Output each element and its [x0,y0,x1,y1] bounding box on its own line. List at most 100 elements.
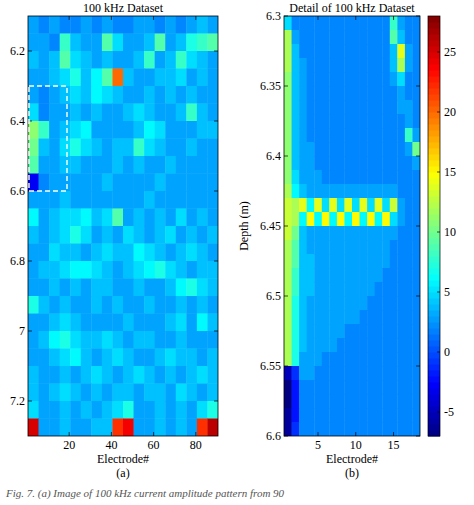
heat-cell [405,282,413,296]
colorbar-step [428,346,440,353]
heat-cell [134,156,145,174]
heat-cell [197,139,208,157]
heat-cell [292,128,300,142]
panel-label: (a) [116,466,129,480]
heat-cell [299,44,307,58]
heat-cell [405,114,413,128]
heat-cell [412,184,420,198]
heat-cell [144,34,155,52]
x-tick-label: 20 [63,438,75,452]
heat-cell [367,142,375,156]
colorbar-step [428,364,440,371]
heat-cell [314,114,322,128]
plot-frame [284,16,420,436]
y-tick [214,121,218,122]
colorbar-step [428,40,440,47]
heat-cell [375,380,383,394]
colorbar-step [428,112,440,119]
heat-cell [367,240,375,254]
heat-cell [352,226,360,240]
heat-cell [337,422,345,436]
y-tick-label: 6.3 [266,9,281,23]
heat-cell [299,114,307,128]
x-tick [318,16,319,20]
heat-cell [186,349,197,367]
heat-cell [123,331,134,349]
heat-cell [397,352,405,366]
heat-cell [207,331,218,349]
heat-cell [390,44,398,58]
heat-cell [144,349,155,367]
colorbar-step [428,226,440,233]
heat-cell [299,296,307,310]
heat-cell [390,114,398,128]
heat-cell [292,408,300,422]
heat-cell [390,422,398,436]
heat-cell [134,366,145,384]
heat-cell [91,279,102,297]
heat-cell [299,408,307,422]
heat-cell [314,142,322,156]
plot-frame [28,16,218,436]
heat-cell [112,314,123,332]
y-tick-label: 7.2 [10,394,25,408]
heat-cell [367,212,375,226]
heat-cell [134,314,145,332]
heat-cell [207,261,218,279]
heat-cell [329,240,337,254]
heat-cell [81,86,92,104]
heat-cell [367,380,375,394]
heat-cell [322,296,330,310]
heat-cell [165,191,176,209]
heat-cell [412,282,420,296]
heat-cell [186,366,197,384]
heat-cell [39,419,50,437]
y-tick [28,261,32,262]
heat-cell [405,128,413,142]
heatmap-cells [28,16,218,436]
colorbar-step [428,412,440,419]
heat-cell [60,209,71,227]
heat-cell [299,30,307,44]
heat-cell [367,44,375,58]
heat-cell [375,366,383,380]
heat-cell [60,226,71,244]
heat-cell [375,268,383,282]
heat-cell [322,240,330,254]
heat-cell [307,212,315,226]
y-tick [284,366,288,367]
heat-cell [134,226,145,244]
heat-cell [344,408,352,422]
heat-cell [299,212,307,226]
heat-cell [284,170,292,184]
heat-cell [28,226,39,244]
colorbar-step [428,406,440,413]
heat-cell [207,34,218,52]
y-tick [214,401,218,402]
heat-cell [123,209,134,227]
colorbar-step [428,118,440,125]
heat-cell [390,16,398,30]
heat-cell [352,198,360,212]
heat-cell [102,34,113,52]
heat-cell [292,254,300,268]
heat-cell [176,401,187,419]
colorbar-step [428,298,440,305]
heat-cell [314,16,322,30]
heat-cell [322,226,330,240]
colorbar-step [428,100,440,107]
heat-cell [405,184,413,198]
heat-cell [329,366,337,380]
heat-cell [155,104,166,122]
heat-cell [375,282,383,296]
heat-cell [367,100,375,114]
heat-cell [397,422,405,436]
heat-cell [123,244,134,262]
heat-cell [49,226,60,244]
colorbar-step [428,244,440,251]
heat-cell [49,34,60,52]
heat-cell [314,352,322,366]
heat-cell [390,100,398,114]
heat-cell [91,366,102,384]
y-tick [416,296,420,297]
